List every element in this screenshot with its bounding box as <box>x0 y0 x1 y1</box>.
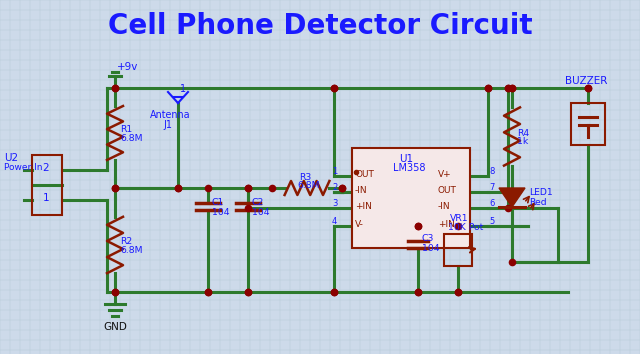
Text: +IN: +IN <box>438 220 455 229</box>
Text: 6.8M: 6.8M <box>297 181 319 190</box>
Text: -IN: -IN <box>438 202 451 211</box>
Text: 7: 7 <box>489 183 494 192</box>
Text: 10K Pot: 10K Pot <box>448 223 483 232</box>
Text: R4: R4 <box>517 129 529 137</box>
Text: OUT: OUT <box>355 170 374 179</box>
Text: R2: R2 <box>120 237 132 246</box>
Text: Antenna: Antenna <box>150 110 191 120</box>
Text: OUT: OUT <box>438 186 457 195</box>
Text: C1: C1 <box>212 198 225 207</box>
Text: -IN: -IN <box>355 186 367 195</box>
Text: 5: 5 <box>489 217 494 226</box>
Text: GND: GND <box>103 322 127 332</box>
Text: 1k: 1k <box>517 137 528 147</box>
Text: Power In: Power In <box>4 163 42 172</box>
Text: BUZZER: BUZZER <box>565 76 607 86</box>
Text: 1: 1 <box>43 193 49 203</box>
Text: 6.8M: 6.8M <box>120 246 143 255</box>
Bar <box>32 155 62 215</box>
Text: C3: C3 <box>422 234 435 243</box>
Text: 2: 2 <box>43 163 49 173</box>
Text: 3: 3 <box>332 199 337 208</box>
Text: +9v: +9v <box>117 62 138 72</box>
Text: V-: V- <box>355 220 364 229</box>
Text: 104: 104 <box>252 208 269 217</box>
Text: 104: 104 <box>422 244 440 253</box>
Text: U2: U2 <box>4 153 18 163</box>
Text: LM358: LM358 <box>393 163 426 173</box>
Bar <box>444 234 472 266</box>
Text: 6: 6 <box>489 199 494 208</box>
Text: 1: 1 <box>332 167 337 176</box>
Text: U1: U1 <box>399 154 413 164</box>
Text: VR1: VR1 <box>450 214 468 223</box>
Text: +IN: +IN <box>355 202 372 211</box>
Text: 6.8M: 6.8M <box>120 134 143 143</box>
Text: 8: 8 <box>489 167 494 176</box>
Text: J1: J1 <box>163 120 172 130</box>
Polygon shape <box>499 188 525 207</box>
Text: V+: V+ <box>438 170 452 179</box>
Text: LED1: LED1 <box>529 188 553 197</box>
Bar <box>571 103 605 145</box>
Text: 4: 4 <box>332 217 337 226</box>
Bar <box>352 148 470 248</box>
Text: 1: 1 <box>180 84 186 94</box>
Text: R1: R1 <box>120 125 132 134</box>
Text: 2: 2 <box>332 183 337 192</box>
Text: 104: 104 <box>212 208 230 217</box>
Text: Cell Phone Detector Circuit: Cell Phone Detector Circuit <box>108 12 532 40</box>
Text: C2: C2 <box>252 198 264 207</box>
Text: R3: R3 <box>299 173 311 182</box>
Text: Red: Red <box>529 198 547 207</box>
